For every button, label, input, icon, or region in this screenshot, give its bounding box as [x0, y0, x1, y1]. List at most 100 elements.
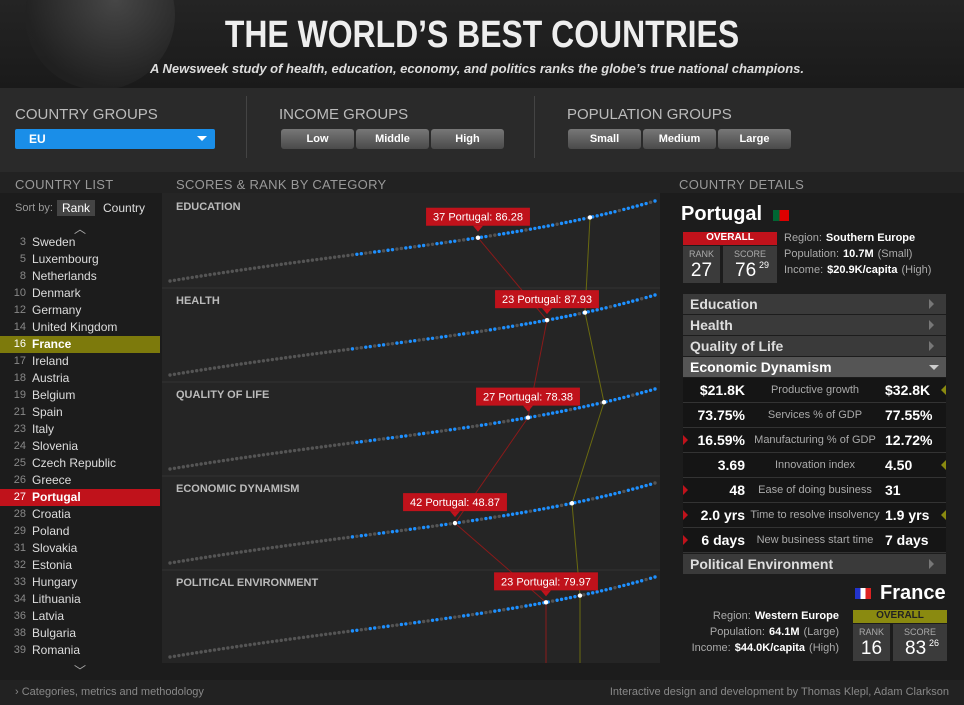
country-dot	[404, 340, 408, 344]
country-row[interactable]: 5 Luxembourg	[0, 251, 160, 268]
country-row[interactable]: 38 Bulgaria	[0, 625, 160, 642]
accordion-header[interactable]: Quality of Life	[683, 336, 946, 356]
country-dot	[528, 227, 533, 231]
accordion-header[interactable]: Economic Dynamism	[683, 357, 946, 377]
country-dot	[537, 601, 542, 606]
country-dot	[186, 370, 190, 374]
country-row[interactable]: 3 Sweden	[0, 234, 160, 251]
country-row[interactable]: 23 Italy	[0, 421, 160, 438]
country-row[interactable]: 17 Ireland	[0, 353, 160, 370]
country-row[interactable]: 34 Lithuania	[0, 591, 160, 608]
group-label: INCOME GROUPS	[279, 106, 409, 123]
country-name: Ireland	[32, 354, 69, 368]
country-row[interactable]: 8 Netherlands	[0, 268, 160, 285]
country-row[interactable]: 39 Romania	[0, 642, 160, 659]
country-row[interactable]: 29 Poland	[0, 523, 160, 540]
filter-button[interactable]: Middle	[356, 129, 429, 149]
country-dot	[395, 623, 399, 627]
filter-button[interactable]: Large	[718, 129, 791, 149]
info-line: Region: Western Europe	[713, 610, 843, 622]
country-row[interactable]: 21 Spain	[0, 404, 160, 421]
country-dot	[310, 446, 315, 450]
country-dot	[235, 456, 239, 461]
country-dot	[324, 350, 328, 355]
country-dot	[506, 231, 510, 235]
country-name: Netherlands	[32, 269, 97, 283]
accordion-header[interactable]: Education	[683, 294, 946, 314]
country-row[interactable]: 32 Estonia	[0, 557, 160, 574]
country-dot	[502, 232, 506, 236]
sort-option[interactable]: Rank	[57, 200, 96, 216]
marker	[683, 510, 693, 520]
country-row[interactable]: 36 Latvia	[0, 608, 160, 625]
country-row[interactable]: 12 Germany	[0, 302, 160, 319]
country-dot	[533, 602, 537, 607]
metric-left: 2.0 yrs	[700, 507, 745, 523]
country-row[interactable]: 31 Slovakia	[0, 540, 160, 557]
country-dot	[448, 616, 453, 620]
country-row[interactable]: 27 Portugal	[0, 489, 160, 506]
sort-option[interactable]: Country	[103, 201, 146, 215]
country-dot	[283, 638, 288, 642]
country-dot	[457, 614, 461, 619]
country-dot	[626, 488, 631, 492]
country-dot	[346, 253, 350, 258]
country-dot	[591, 497, 595, 501]
country-row[interactable]: 28 Croatia	[0, 506, 160, 523]
dropdown[interactable]: EU	[15, 129, 215, 149]
country-row[interactable]: 10 Denmark	[0, 285, 160, 302]
country-dot	[564, 502, 568, 507]
country-dot	[186, 652, 190, 656]
country-row[interactable]: 18 Austria	[0, 370, 160, 387]
country-row[interactable]: 25 Czech Republic	[0, 455, 160, 472]
country-dot	[168, 467, 172, 471]
country-dot	[635, 204, 639, 208]
country-row[interactable]: 33 Hungary	[0, 574, 160, 591]
accordion-header[interactable]: Political Environment	[683, 554, 946, 574]
country-dot	[381, 343, 386, 347]
scroll-up[interactable]: ︿	[74, 222, 87, 236]
country-row[interactable]: 24 Slovenia	[0, 438, 160, 455]
filter-button[interactable]: Medium	[643, 129, 716, 149]
country-dot	[168, 279, 172, 283]
info-line: Population: 10.7M (Small)	[784, 248, 916, 260]
country-dot	[519, 605, 524, 609]
country-dot	[435, 523, 439, 528]
country-dot	[519, 323, 524, 327]
country-dot	[346, 347, 350, 352]
country-dot	[297, 636, 301, 640]
rank-label: RANK	[688, 249, 714, 259]
country-row[interactable]: 14 United Kingdom	[0, 319, 160, 336]
country-dot	[479, 329, 484, 333]
country-dot	[372, 344, 377, 348]
score-box: SCORE 76 29	[723, 246, 777, 283]
country-dot	[315, 633, 319, 638]
country-dot	[252, 548, 257, 552]
country-dot	[546, 412, 550, 416]
accordion-header[interactable]: Health	[683, 315, 946, 335]
country-dot	[194, 557, 199, 561]
country-dot	[497, 514, 501, 519]
metric-label: Time to resolve insolvency	[750, 509, 880, 521]
filter-button[interactable]: High	[431, 129, 504, 149]
scroll-down[interactable]: ﹀	[74, 664, 87, 678]
country-dot	[306, 635, 310, 639]
country-dot	[626, 582, 631, 586]
country-row[interactable]: 19 Belgium	[0, 387, 160, 404]
portugal-dot	[452, 520, 458, 526]
country-dot	[577, 406, 582, 410]
country-dot	[622, 583, 626, 588]
filter-button[interactable]: Low	[281, 129, 354, 149]
country-name: Romania	[32, 643, 81, 657]
country-dot	[444, 334, 448, 339]
footer-link[interactable]: › Categories, metrics and methodology	[15, 686, 204, 698]
country-dot	[595, 308, 599, 312]
filter-button[interactable]: Small	[568, 129, 641, 149]
country-dot	[631, 487, 635, 491]
country-row[interactable]: 16 France	[0, 336, 160, 353]
country-dot	[208, 366, 212, 371]
country-row[interactable]: 26 Greece	[0, 472, 160, 489]
country-dot	[386, 436, 390, 440]
category-label: EDUCATION	[176, 201, 241, 213]
country-dot	[497, 232, 501, 237]
